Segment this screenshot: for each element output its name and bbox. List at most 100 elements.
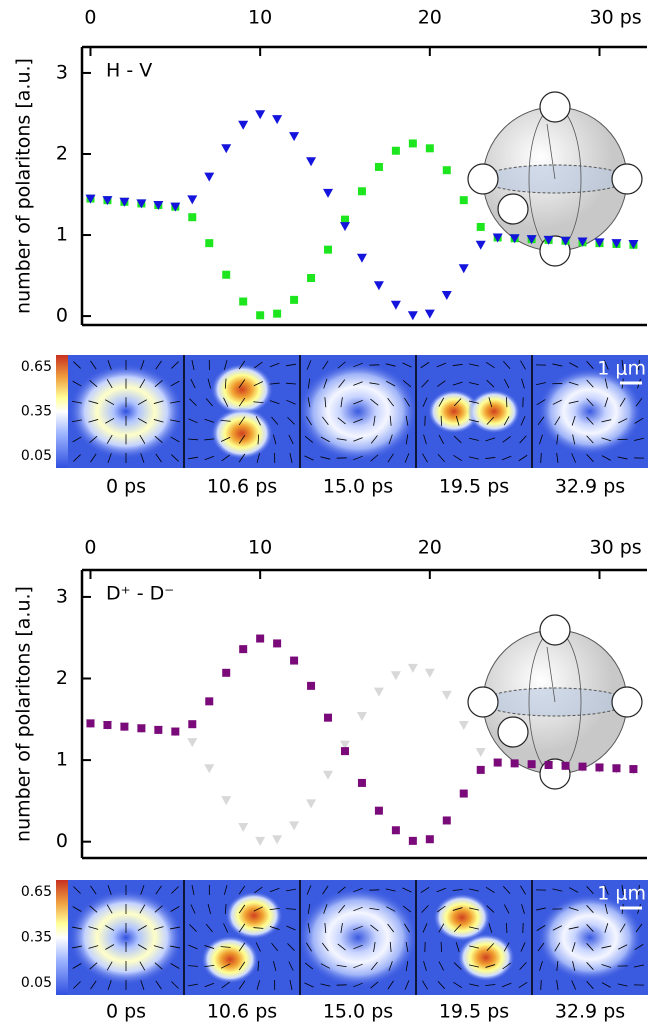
polarization-dash — [455, 415, 460, 426]
polarization-dash — [422, 980, 428, 990]
time-label: 32.9 ps — [555, 1001, 625, 1023]
polarization-dash — [238, 942, 246, 952]
polarization-dash — [286, 925, 296, 931]
polarization-dash — [536, 925, 546, 931]
polarization-dash — [520, 942, 526, 952]
polarization-dash — [106, 434, 113, 444]
polarization-dash — [72, 436, 82, 443]
time-label: 0 ps — [106, 1001, 146, 1023]
map-intensity — [298, 361, 418, 462]
polarization-dash — [89, 380, 98, 388]
polarization-dash — [604, 397, 609, 408]
marker — [239, 645, 248, 654]
polarization-dash — [72, 380, 82, 387]
polarization-dash — [488, 923, 493, 933]
marker — [407, 311, 418, 321]
polarization-dash — [140, 980, 145, 990]
polarization-dash — [89, 435, 98, 443]
polarization-dash — [586, 886, 594, 894]
polarization-dash — [72, 945, 82, 949]
polarization-dash — [238, 885, 246, 895]
polarization-dash — [289, 453, 293, 463]
polarization-dash — [171, 454, 179, 462]
polarization-dash — [137, 399, 147, 406]
polarization-dash — [571, 415, 576, 426]
polarization-dash — [106, 904, 113, 914]
polarization-dash — [604, 360, 609, 370]
marker — [374, 806, 383, 815]
marker — [222, 668, 231, 677]
polarization-dash — [137, 417, 147, 424]
time-label: 15.0 ps — [323, 476, 393, 498]
polarization-dash — [73, 454, 81, 462]
polarization-dash — [453, 454, 463, 462]
marker — [475, 747, 486, 757]
polarization-dash — [238, 961, 246, 971]
polarization-dash — [90, 885, 97, 895]
polarization-dash — [369, 382, 380, 385]
polarization-dash — [501, 982, 512, 988]
colorbar-label: 0.05 — [21, 975, 52, 991]
polarization-dash — [153, 926, 164, 930]
polarization-dash — [220, 963, 231, 969]
polarization-dash — [323, 904, 328, 914]
marker — [357, 778, 366, 787]
marker — [307, 273, 316, 282]
polarization-dash — [353, 437, 363, 442]
polarization-dash — [307, 923, 311, 933]
polarization-dash — [320, 436, 330, 443]
polarization-dash — [255, 416, 261, 426]
polarization-dash — [486, 379, 495, 388]
marker — [153, 201, 164, 211]
polarization-dash — [422, 453, 428, 463]
map-intensity — [298, 887, 418, 988]
polarization-dash — [221, 981, 230, 989]
polarization-dash — [505, 922, 508, 934]
polarization-dash — [485, 361, 495, 369]
polarization-dash — [306, 416, 312, 426]
polarization-dash — [307, 397, 311, 408]
polarization-dash — [405, 942, 409, 952]
time-label: 0 ps — [106, 476, 146, 498]
polarization-dash — [571, 942, 576, 952]
polarization-dash — [353, 963, 363, 969]
polarization-dash — [340, 397, 343, 408]
polarization-dash — [621, 884, 624, 896]
polarization-dash — [537, 416, 545, 426]
polarization-dash — [205, 923, 213, 933]
marker — [424, 668, 435, 678]
polarization-dash — [88, 926, 99, 930]
polarization-dash — [273, 961, 277, 971]
map-intensity — [201, 935, 259, 984]
marker — [509, 234, 520, 244]
marker — [390, 300, 401, 310]
polarization-dash — [386, 380, 396, 387]
polarization-dash — [171, 981, 179, 989]
marker — [340, 215, 349, 224]
polarization-dash — [586, 943, 594, 951]
polarization-dash — [220, 419, 231, 422]
polarization-dash — [188, 983, 198, 987]
polarization-dash — [423, 961, 427, 971]
polarization-dash — [519, 435, 527, 444]
x-tick-label: 20 — [418, 537, 442, 559]
polarization-dash — [187, 438, 199, 441]
y-tick-label: 3 — [56, 585, 68, 607]
polarization-dash — [105, 944, 115, 950]
polarization-dash — [502, 436, 511, 443]
polarization-dash — [322, 360, 329, 370]
polarization-dash — [453, 435, 462, 444]
marker — [119, 197, 130, 207]
polarization-dash — [568, 400, 579, 404]
marker — [188, 720, 197, 729]
marker — [441, 291, 452, 301]
polarization-dash — [385, 888, 396, 892]
polarization-dash — [556, 434, 559, 445]
polarization-dash — [537, 942, 545, 952]
polarization-dash — [287, 943, 295, 951]
polarization-dash — [337, 417, 346, 425]
polarization-dash — [519, 962, 527, 970]
polarization-dash — [586, 981, 594, 989]
polarization-dash — [238, 397, 246, 407]
polarization-dash — [486, 905, 495, 913]
